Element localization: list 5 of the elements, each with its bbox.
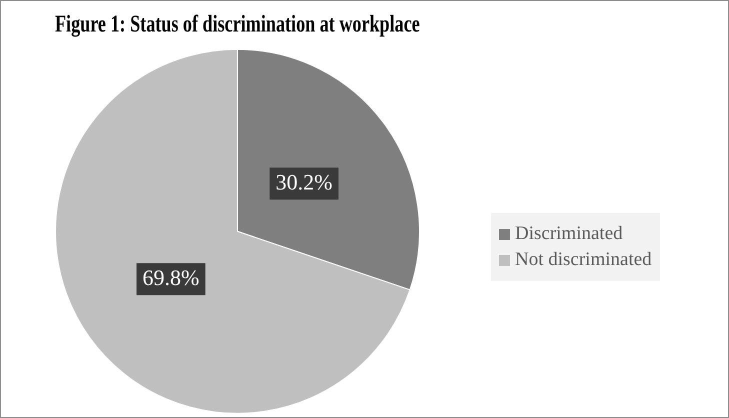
- legend-label: Not discriminated: [515, 249, 652, 271]
- data-label: 30.2%: [276, 169, 332, 194]
- chart-title: Figure 1: Status of discrimination at workplace: [55, 10, 420, 38]
- data-label: 69.8%: [142, 264, 200, 290]
- legend-label: Discriminated: [515, 223, 623, 245]
